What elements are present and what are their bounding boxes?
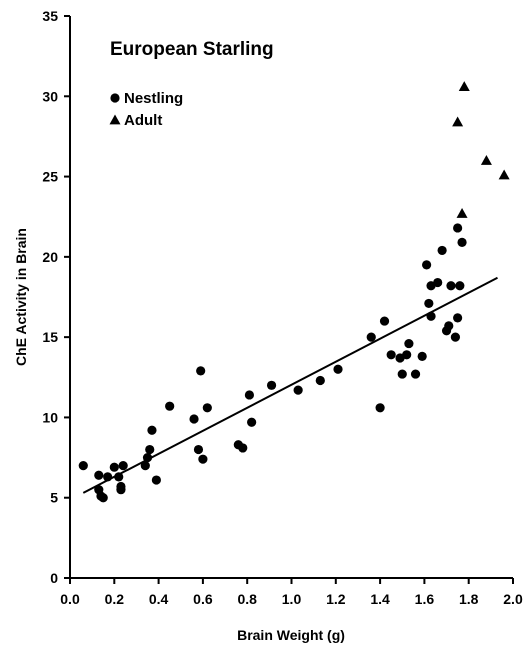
nestling-point xyxy=(109,462,119,472)
nestling-point xyxy=(424,298,434,309)
nestling-point xyxy=(98,493,108,503)
legend-label-nestling: Nestling xyxy=(124,90,183,107)
nestling-point xyxy=(78,461,88,471)
nestling-point xyxy=(151,475,161,485)
x-tick-label: 0.4 xyxy=(149,591,169,607)
x-tick-label: 0.2 xyxy=(105,591,125,607)
nestling-point xyxy=(453,223,463,233)
nestling-point xyxy=(142,452,153,463)
x-tick-label: 1.2 xyxy=(326,591,346,607)
nestling-point xyxy=(116,481,126,492)
nestling-point xyxy=(147,425,157,435)
nestling-point xyxy=(315,375,325,386)
nestling-point xyxy=(165,401,175,411)
x-tick-label: 0.0 xyxy=(60,591,80,607)
data-points xyxy=(78,81,510,503)
nestling-point xyxy=(140,461,150,471)
x-axis-title: Brain Weight (g) xyxy=(237,627,345,643)
y-tick-label: 20 xyxy=(42,249,58,265)
adult-point xyxy=(452,116,464,127)
adult-point xyxy=(456,208,468,218)
y-tick-label: 0 xyxy=(50,570,58,586)
chart-title: European Starling xyxy=(110,39,274,60)
nestling-point xyxy=(196,366,206,376)
nestling-point xyxy=(238,443,248,453)
nestling-point xyxy=(266,380,277,390)
nestling-point xyxy=(189,414,199,424)
nestling-point xyxy=(453,313,463,323)
legend: Nestling Adult xyxy=(109,90,183,129)
adult-point xyxy=(458,81,470,92)
nestling-point xyxy=(444,321,454,331)
nestling-point xyxy=(450,332,461,342)
nestling-point xyxy=(193,444,204,455)
legend-marker-nestling xyxy=(110,93,120,103)
nestling-point xyxy=(426,311,436,321)
x-tick-label: 0.8 xyxy=(237,591,257,607)
nestling-point xyxy=(397,369,407,379)
x-tick-label: 0.6 xyxy=(193,591,213,607)
y-tick-label: 35 xyxy=(42,8,58,24)
nestling-point xyxy=(103,472,113,482)
x-tick-label: 2.0 xyxy=(503,591,523,607)
nestling-point xyxy=(417,351,427,362)
legend-marker-adult xyxy=(109,114,121,125)
nestling-point xyxy=(293,385,303,395)
nestling-point xyxy=(375,403,385,413)
nestling-point xyxy=(410,369,421,379)
y-tick-label: 10 xyxy=(42,409,58,425)
y-tick-label: 30 xyxy=(42,88,58,104)
ticks xyxy=(64,15,514,584)
nestling-point xyxy=(114,472,124,482)
nestling-point xyxy=(94,470,104,480)
nestling-point xyxy=(198,454,208,464)
x-tick-label: 1.6 xyxy=(415,591,435,607)
nestling-point xyxy=(437,245,447,256)
adult-point xyxy=(498,169,510,180)
nestling-point xyxy=(404,338,414,349)
x-tick-label: 1.8 xyxy=(459,591,479,607)
nestling-point xyxy=(247,417,257,427)
x-tick-label: 1.4 xyxy=(370,591,390,607)
adult-point xyxy=(480,155,492,165)
nestling-point xyxy=(386,350,396,360)
nestling-point xyxy=(433,277,443,288)
nestling-point xyxy=(455,281,465,291)
y-tick-label: 15 xyxy=(42,329,58,345)
nestling-point xyxy=(333,364,343,374)
nestling-point xyxy=(422,260,432,270)
nestling-point xyxy=(366,332,376,342)
y-axis-title: ChE Activity in Brain xyxy=(13,228,29,366)
x-tick-label: 1.0 xyxy=(282,591,302,607)
y-tick-label: 25 xyxy=(42,169,58,185)
nestling-point xyxy=(145,444,155,455)
nestling-point xyxy=(202,403,212,413)
nestling-point xyxy=(446,281,456,291)
nestling-point xyxy=(118,461,128,471)
y-tick-label: 5 xyxy=(50,490,58,506)
nestling-point xyxy=(379,316,390,326)
nestling-point xyxy=(402,350,412,360)
nestling-point xyxy=(244,390,255,400)
nestling-point xyxy=(457,237,467,248)
legend-label-adult: Adult xyxy=(124,112,162,129)
tick-labels: 0.0 0.2 0.4 0.6 0.8 1.0 1.2 1.4 1.6 1.8 2.0 0 5 10 15 2… xyxy=(42,8,523,607)
